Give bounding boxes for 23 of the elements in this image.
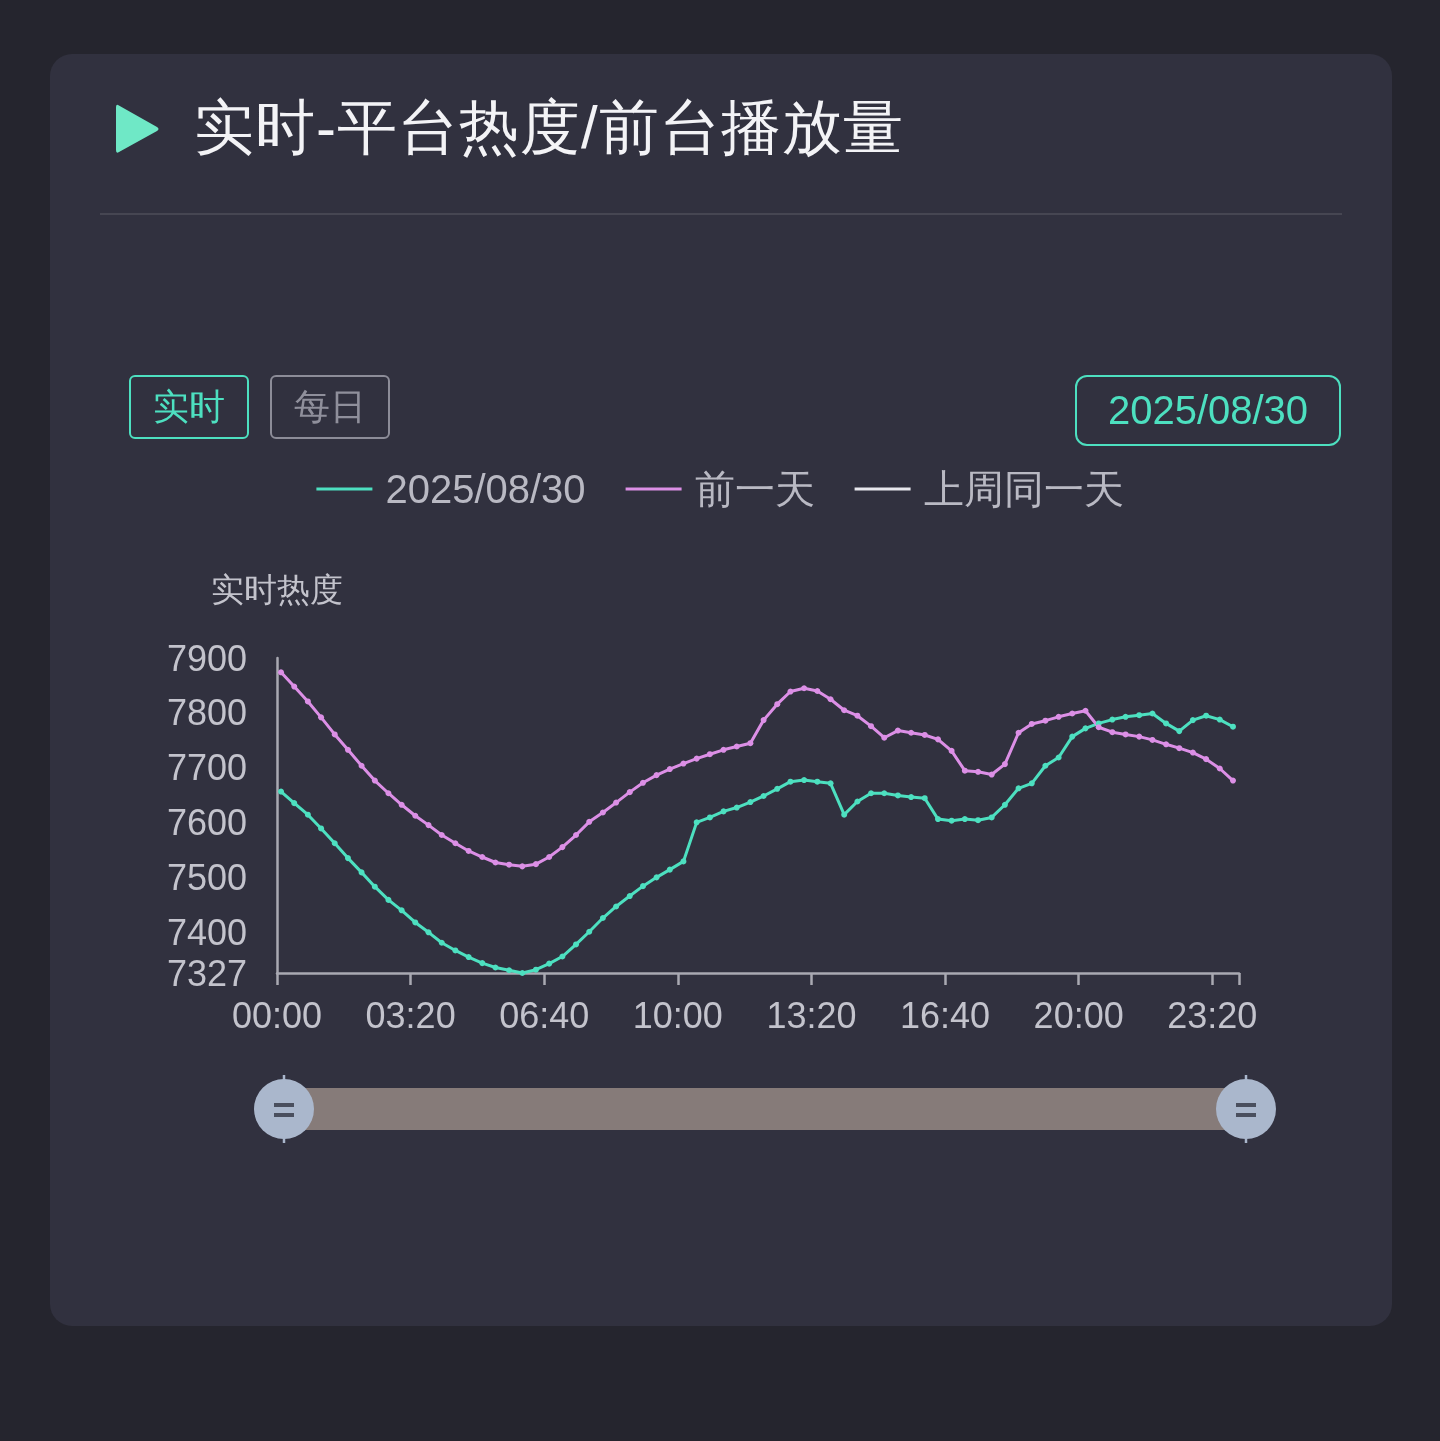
x-tick-label: 03:20 xyxy=(365,994,456,1036)
x-tick-label: 16:40 xyxy=(900,994,991,1036)
y-tick-label: 7900 xyxy=(166,637,247,679)
x-tick-label: 13:20 xyxy=(766,994,857,1036)
x-tick-label: 06:40 xyxy=(499,994,590,1036)
x-tick-label: 20:00 xyxy=(1033,994,1124,1036)
date-field: 2025/08/30 xyxy=(1075,375,1341,446)
legend-label: 上周同一天 xyxy=(923,467,1124,511)
y-tick-label: 7800 xyxy=(166,692,247,734)
y-tick-label: 7600 xyxy=(166,802,247,844)
chart-title: 实时-平台热度/前台播放量 xyxy=(194,93,904,163)
legend-label: 2025/08/30 xyxy=(385,467,586,511)
y-axis-title: 实时热度 xyxy=(211,571,343,608)
legend-label: 前一天 xyxy=(694,467,815,511)
y-tick-label: 7400 xyxy=(166,912,247,954)
x-tick-label: 00:00 xyxy=(231,994,323,1036)
x-tick-label: 23:20 xyxy=(1167,994,1258,1036)
x-tick-label: 10:00 xyxy=(632,994,723,1036)
active-tab: 实时 xyxy=(129,375,249,439)
tab: 每日 xyxy=(270,375,390,439)
y-tick-label: 7500 xyxy=(166,857,247,899)
y-tick-label: 7700 xyxy=(166,747,247,789)
y-tick-label: 7327 xyxy=(166,952,247,994)
